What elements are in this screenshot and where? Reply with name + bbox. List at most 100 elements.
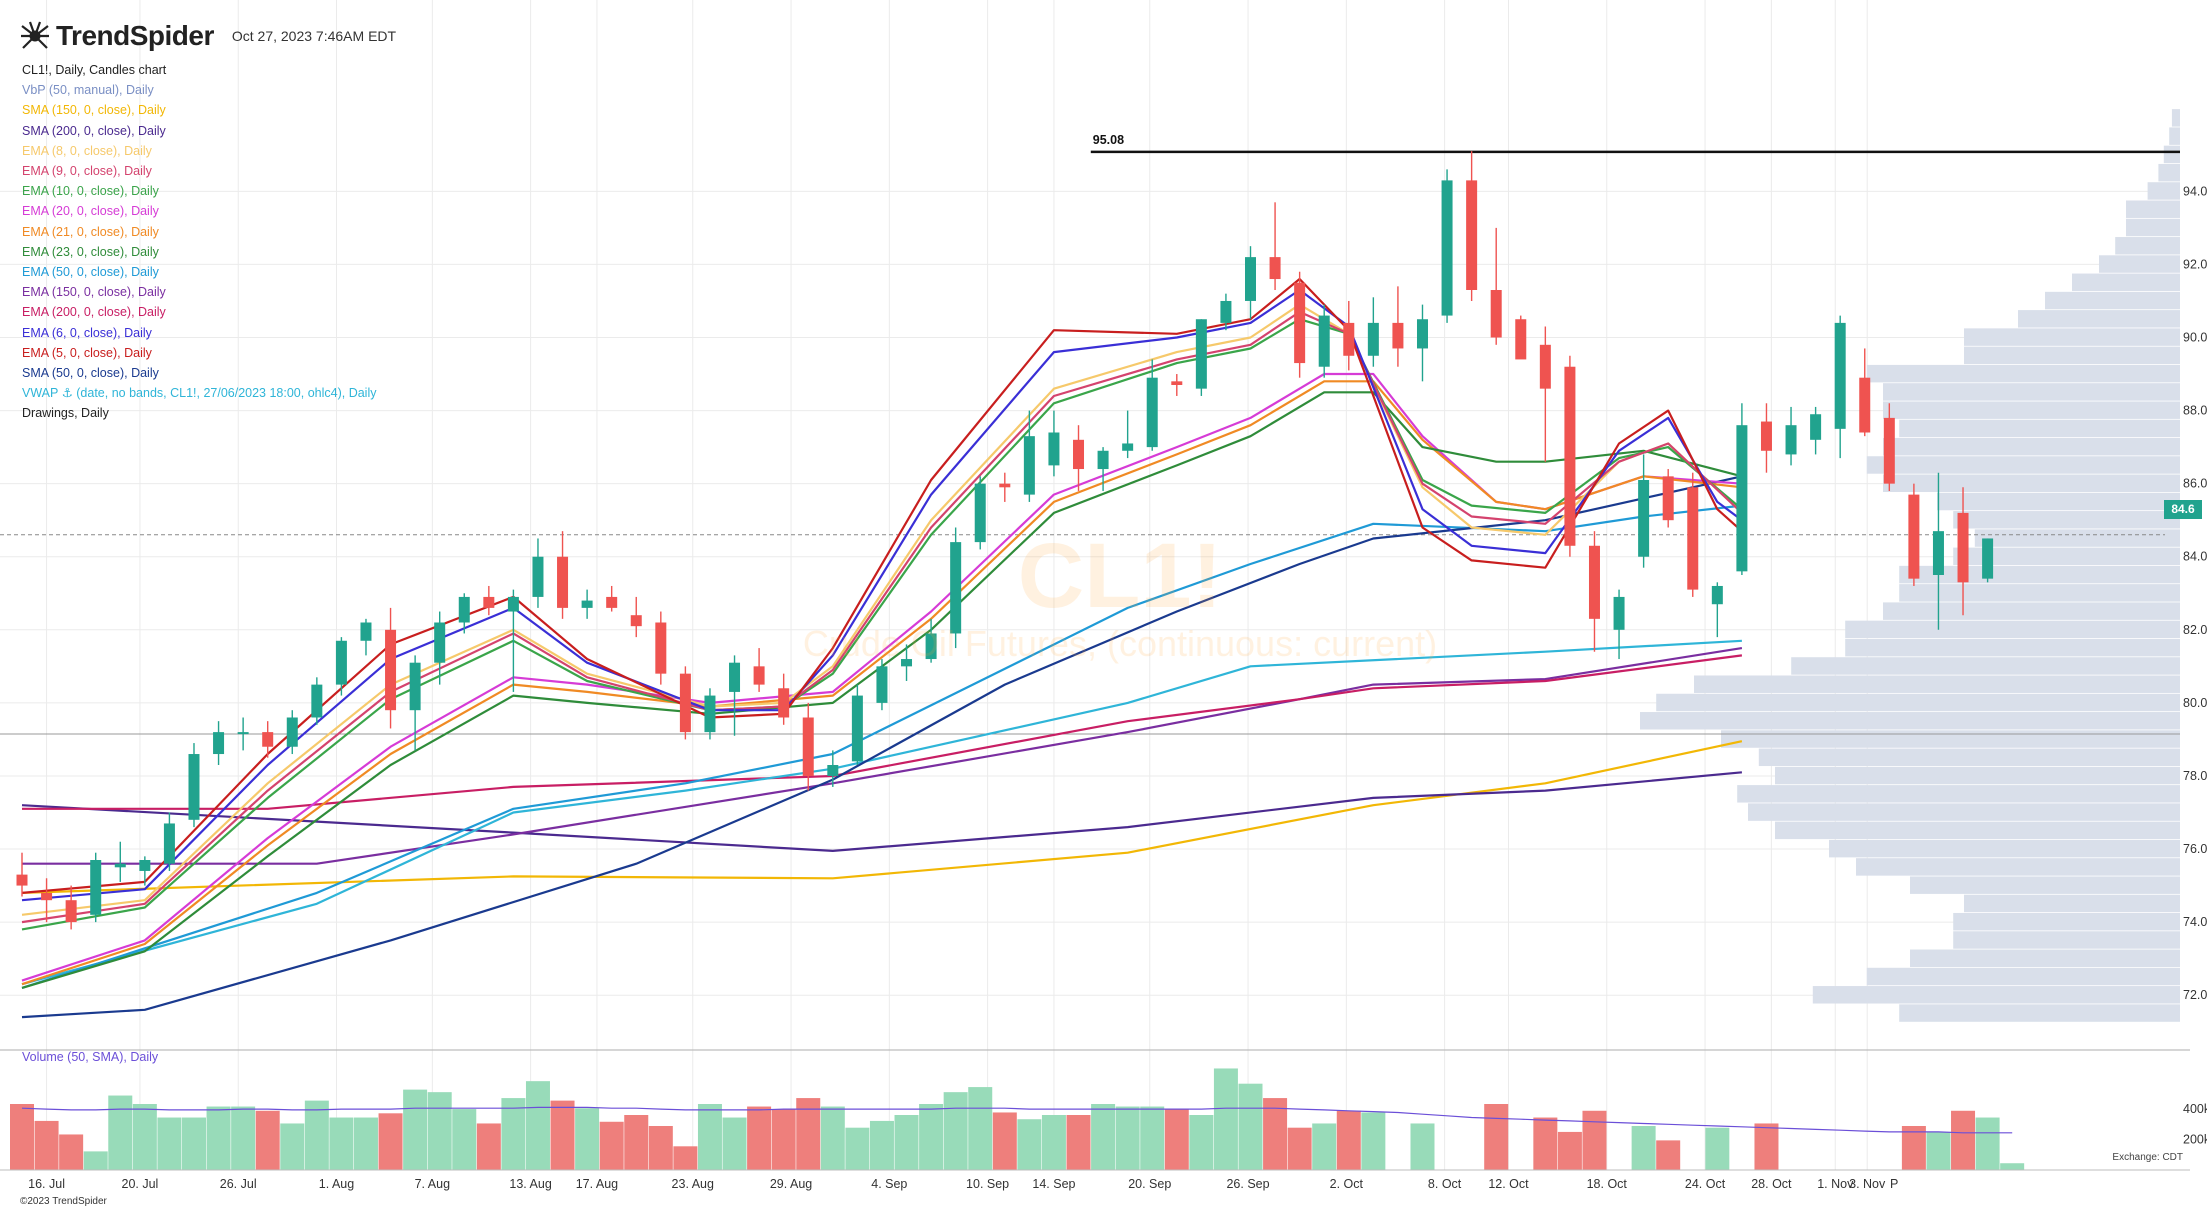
legend-item[interactable]: EMA (20, 0, close), Daily <box>22 204 159 219</box>
candle-body <box>1613 596 1625 630</box>
candle-body <box>802 717 814 776</box>
vbp-bar <box>2126 200 2180 218</box>
indicator-line <box>21 504 1743 989</box>
candle-body <box>1294 282 1306 364</box>
volume-bar <box>353 1117 378 1170</box>
candle-body <box>1097 450 1109 470</box>
volume-bar <box>34 1120 59 1170</box>
vbp-bar <box>1883 474 2180 492</box>
volume-bar <box>1336 1110 1361 1170</box>
trendspider-logo-icon <box>21 21 49 49</box>
vbp-bar <box>1866 456 2180 474</box>
date-axis-label: 18. Oct <box>1587 1177 1628 1191</box>
volume-bar <box>403 1089 428 1170</box>
legend-item[interactable]: EMA (21, 0, close), Daily <box>22 224 159 239</box>
candle-body <box>876 666 888 703</box>
candle-body <box>1982 538 1994 579</box>
vbp-bar <box>1953 511 2180 529</box>
legend-item[interactable]: EMA (10, 0, close), Daily <box>22 184 159 199</box>
candle-body <box>1367 322 1379 356</box>
volume-bar <box>673 1146 698 1170</box>
vbp-bar <box>1953 547 2180 566</box>
candle-body <box>827 765 839 776</box>
candle-body <box>65 900 77 923</box>
legend-item[interactable]: EMA (50, 0, close), Daily <box>22 265 159 280</box>
vbp-bar <box>1656 693 2180 712</box>
vbp-bar <box>1866 364 2180 383</box>
volume-bar <box>968 1087 993 1170</box>
candle-body <box>1073 439 1085 470</box>
volume-bar <box>1115 1106 1140 1170</box>
candle-body <box>1539 344 1551 389</box>
date-axis-label: 14. Sep <box>1032 1177 1075 1191</box>
copyright: ©2023 TrendSpider <box>20 1196 107 1207</box>
vbp-bar <box>1964 328 2180 346</box>
legend-item[interactable]: EMA (8, 0, close), Daily <box>22 143 152 158</box>
candle-body <box>1859 377 1871 433</box>
candle-body <box>1318 315 1330 367</box>
candle-body <box>1687 487 1699 590</box>
date-axis-label: 16. Jul <box>28 1177 65 1191</box>
candle-body <box>213 732 225 755</box>
vbp-bar <box>1748 803 2180 821</box>
candle-body <box>311 684 323 718</box>
volume-bar <box>1287 1127 1312 1170</box>
legend-item[interactable]: VbP (50, manual), Daily <box>22 83 154 98</box>
vbp-bar <box>1974 529 2180 547</box>
candle-body <box>507 596 519 612</box>
vbp-bar <box>1737 785 2180 803</box>
candle-body <box>1810 414 1822 440</box>
vbp-bar <box>1937 492 2180 511</box>
price-axis-label: 76.00 <box>2183 842 2207 856</box>
candle-body <box>1171 381 1183 385</box>
volume-bar <box>1975 1117 2000 1170</box>
vbp-bar <box>1899 419 2180 438</box>
vbp-bar <box>1883 383 2180 401</box>
legend-item[interactable]: SMA (50, 0, close), Daily <box>22 366 159 381</box>
volume-bar <box>1484 1104 1509 1170</box>
candle-body <box>335 640 347 685</box>
indicator-line <box>21 318 1743 931</box>
axes: 72.00 74.00 76.00 78.00 80.00 82.00 84.00 86.00… <box>0 184 2207 1191</box>
indicator-line <box>21 303 1743 916</box>
candle-body <box>1269 257 1281 280</box>
candle-body <box>557 556 569 608</box>
volume-bar <box>1017 1119 1042 1170</box>
legend-item[interactable]: EMA (5, 0, close), Daily <box>22 345 152 360</box>
vbp-bar <box>1883 437 2180 456</box>
vbp-bar <box>1964 894 2180 913</box>
exchange-label: Exchange: CDT <box>2112 1152 2183 1163</box>
legend-item[interactable]: EMA (9, 0, close), Daily <box>22 164 152 179</box>
candle-body <box>1023 436 1035 495</box>
vbp-bar <box>1910 949 2180 967</box>
candle-body <box>163 823 175 864</box>
legend-item[interactable]: EMA (6, 0, close), Daily <box>22 325 152 340</box>
date-axis-label: 20. Sep <box>1128 1177 1171 1191</box>
vbp-bar <box>1883 602 2180 620</box>
vbp-bar <box>1899 1004 2180 1022</box>
price-axis-label: 90.00 <box>2183 331 2207 345</box>
legend-item[interactable]: VWAP ⚓ (date, no bands, CL1!, 27/06/2023… <box>22 386 377 401</box>
candle-body <box>114 863 126 868</box>
legend-item[interactable]: SMA (200, 0, close), Daily <box>22 123 166 138</box>
date-axis-label: 26. Jul <box>220 1177 257 1191</box>
legend-item[interactable]: EMA (150, 0, close), Daily <box>22 285 166 300</box>
legend-item[interactable]: EMA (200, 0, close), Daily <box>22 305 166 320</box>
legend-item[interactable]: SMA (150, 0, close), Daily <box>22 103 166 118</box>
candle-body <box>655 622 667 674</box>
indicator-legend: CL1!, Daily, Candles chart VbP (50, manua… <box>22 60 376 424</box>
candle-body <box>409 662 421 711</box>
legend-item[interactable]: CL1!, Daily, Candles chart <box>22 63 167 77</box>
vbp-bar <box>1694 675 2180 693</box>
volume-bar <box>157 1117 182 1170</box>
indicator-line <box>22 647 1743 865</box>
date-axis-label: 7. Aug <box>415 1177 450 1191</box>
legend-item[interactable]: EMA (23, 0, close), Daily <box>22 244 159 259</box>
candle-body <box>1146 377 1158 448</box>
volume-bar <box>1631 1126 1656 1170</box>
price-axis-label: 88.00 <box>2183 404 2207 418</box>
price-axis-label: 74.00 <box>2183 915 2207 929</box>
date-axis-label: 4. Sep <box>871 1177 907 1191</box>
volume-bar <box>1754 1123 1779 1170</box>
legend-item[interactable]: Drawings, Daily <box>22 406 109 421</box>
